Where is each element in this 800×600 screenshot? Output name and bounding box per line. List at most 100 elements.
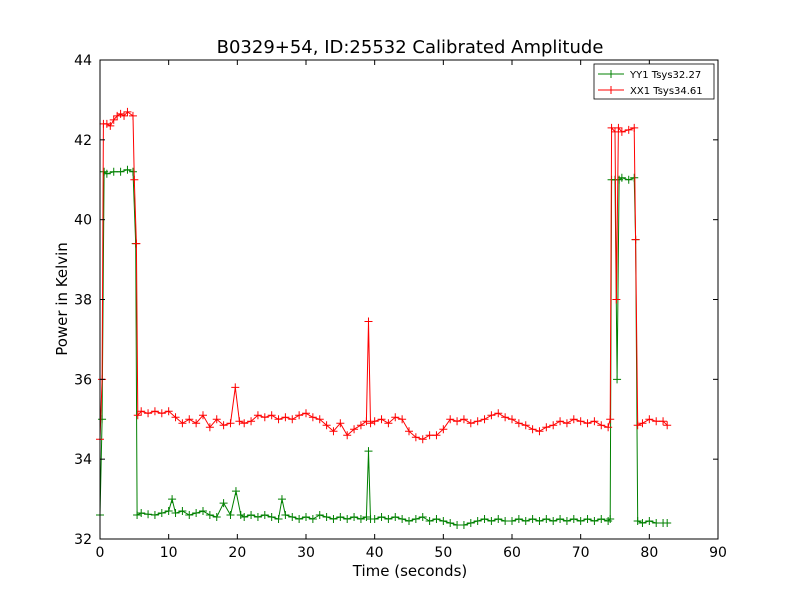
data-point <box>501 413 510 422</box>
data-point <box>157 409 166 418</box>
data-point <box>542 515 551 524</box>
data-point <box>322 421 331 430</box>
data-point <box>612 295 621 304</box>
data-point <box>128 167 137 176</box>
data-point <box>556 515 565 524</box>
legend-box <box>593 63 715 100</box>
data-point <box>302 513 310 522</box>
data-point <box>274 415 283 424</box>
data-point <box>199 507 207 516</box>
data-point <box>350 513 359 522</box>
data-point <box>432 515 441 524</box>
data-point <box>336 513 345 522</box>
data-point <box>377 415 386 424</box>
data-point <box>281 511 290 520</box>
data-point <box>212 513 221 522</box>
data-point <box>364 317 373 326</box>
data-point <box>370 515 379 524</box>
data-point <box>453 521 462 530</box>
x-tick-label: 70 <box>572 545 590 561</box>
y-tick-label: 44 <box>74 53 92 69</box>
data-point <box>631 235 640 244</box>
data-point <box>604 423 613 432</box>
data-point <box>604 517 613 526</box>
data-point <box>315 511 324 520</box>
data-point <box>480 415 489 424</box>
y-axis-label: Power in Kelvin <box>53 242 71 356</box>
legend-marker <box>607 70 615 78</box>
data-point <box>343 431 352 440</box>
legend-label: YY1 Tsys32.27 <box>629 70 701 81</box>
data-point <box>597 421 606 430</box>
data-point <box>459 415 468 424</box>
data-point <box>336 419 345 428</box>
data-point <box>606 415 615 424</box>
data-point <box>178 419 187 428</box>
data-point <box>663 519 672 528</box>
data-point <box>123 107 132 116</box>
data-point <box>164 407 173 416</box>
data-point <box>144 409 153 418</box>
data-point <box>494 409 503 418</box>
data-point <box>120 111 129 120</box>
data-point <box>590 417 599 426</box>
data-point <box>308 413 317 422</box>
data-point <box>652 519 661 528</box>
data-point <box>130 175 139 184</box>
data-point <box>164 507 173 516</box>
data-point <box>391 413 400 422</box>
data-point <box>366 419 375 428</box>
data-point <box>226 419 235 428</box>
data-point <box>315 415 324 424</box>
data-point <box>583 515 592 524</box>
y-tick-label: 38 <box>74 293 92 309</box>
data-point <box>231 383 240 392</box>
legend: YY1 Tsys32.27 XX1 Tsys34.61 <box>593 63 715 100</box>
data-point <box>267 411 276 420</box>
data-point <box>178 507 187 516</box>
data-point <box>535 427 544 436</box>
data-point <box>638 419 647 428</box>
data-point <box>295 515 304 524</box>
data-point <box>377 513 386 522</box>
data-point <box>398 515 407 524</box>
data-point <box>549 421 558 430</box>
data-point <box>542 423 551 432</box>
data-point <box>569 515 578 524</box>
data-point <box>231 487 240 496</box>
data-point <box>247 417 256 426</box>
data-point <box>185 511 194 520</box>
data-point <box>439 425 448 434</box>
data-point <box>236 511 245 520</box>
data-point <box>253 411 262 420</box>
data-point <box>192 509 201 518</box>
data-point <box>116 167 125 176</box>
data-point <box>199 411 207 420</box>
data-point <box>240 419 249 428</box>
data-point <box>583 419 592 428</box>
data-point <box>645 517 654 526</box>
data-point <box>132 239 141 248</box>
series-2 <box>96 107 672 444</box>
data-point <box>614 123 623 132</box>
data-point <box>356 421 365 430</box>
data-point <box>630 123 639 132</box>
data-point <box>102 119 111 128</box>
data-point <box>521 421 530 430</box>
data-point <box>212 415 221 424</box>
data-point <box>274 515 283 524</box>
data-point <box>446 519 455 528</box>
data-point <box>364 447 373 456</box>
x-tick-label: 0 <box>96 545 105 561</box>
plot-area: 0 10 20 30 40 50 60 70 80 90 32 34 36 38 40 42 44 <box>74 53 727 561</box>
data-point <box>501 517 510 526</box>
data-point <box>652 417 661 426</box>
data-point <box>473 517 482 526</box>
data-point <box>528 425 537 434</box>
data-point <box>281 413 290 422</box>
data-point <box>370 417 379 426</box>
data-point <box>514 515 523 524</box>
data-point <box>624 125 633 134</box>
data-point <box>633 517 642 526</box>
data-point <box>205 511 214 520</box>
